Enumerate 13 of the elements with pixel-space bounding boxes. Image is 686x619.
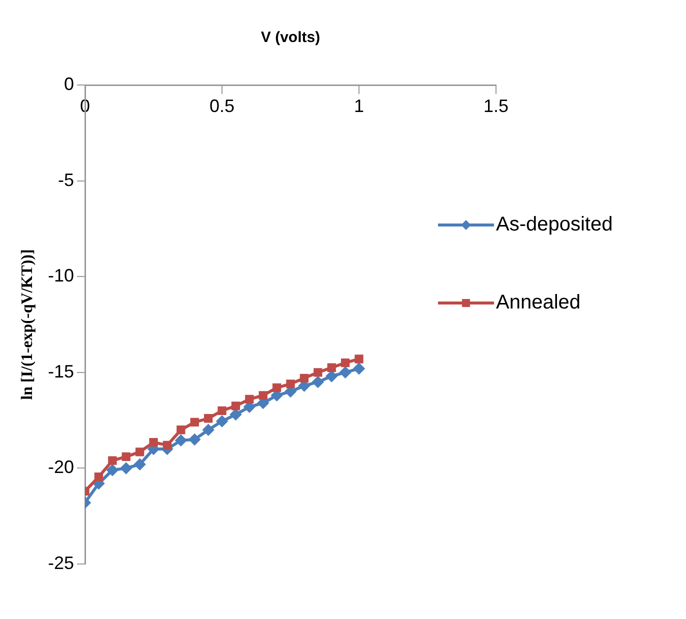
x-tick-label: 1 xyxy=(354,96,364,116)
y-tick-label: -25 xyxy=(48,552,74,573)
legend-label: As-deposited xyxy=(496,214,613,236)
y-tick-label: -20 xyxy=(48,457,74,478)
y-axis-title: ln [I/(1-exp(-qV/KT))] xyxy=(19,249,36,400)
legend-label: Annealed xyxy=(496,292,581,314)
x-tick-label: 1.5 xyxy=(483,96,509,116)
x-axis-title: V (volts) xyxy=(260,29,320,46)
y-tick-label: 0 xyxy=(64,74,74,94)
y-tick-label: -5 xyxy=(58,170,74,190)
x-tick-label: 0.5 xyxy=(209,96,235,116)
y-tick-label: -10 xyxy=(48,266,74,286)
y-tick-label: -15 xyxy=(48,361,74,382)
